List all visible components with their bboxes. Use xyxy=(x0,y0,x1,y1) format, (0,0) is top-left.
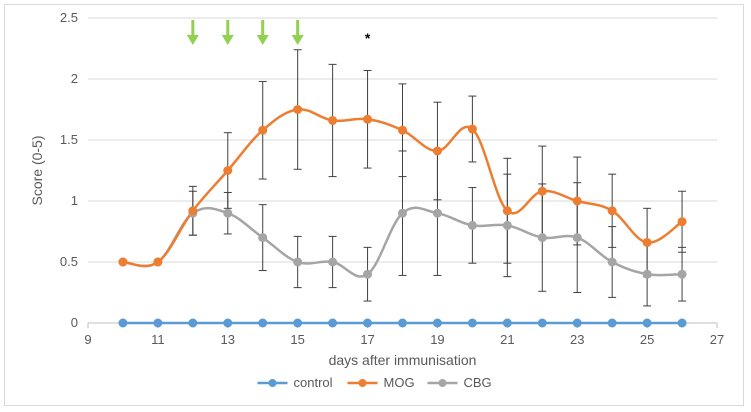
data-point-control xyxy=(258,318,268,328)
data-point-control xyxy=(118,318,128,328)
x-tick-label: 9 xyxy=(84,332,91,347)
data-point-control xyxy=(642,318,652,328)
data-point-control xyxy=(677,318,687,328)
y-tick-label: 1.5 xyxy=(60,132,78,147)
data-point-control xyxy=(188,318,198,328)
treatment-arrow-head xyxy=(256,35,269,45)
data-point-CBG xyxy=(328,257,338,267)
data-point-CBG xyxy=(537,233,547,243)
x-tick-label: 11 xyxy=(151,332,165,347)
y-tick-label: 2 xyxy=(71,71,78,86)
data-point-CBG xyxy=(258,233,268,243)
treatment-arrow-head xyxy=(221,35,234,45)
data-point-MOG xyxy=(153,257,163,267)
legend-marker-MOG xyxy=(358,379,367,387)
data-point-MOG xyxy=(572,196,582,206)
error-bars xyxy=(188,49,687,307)
data-point-control xyxy=(432,318,442,328)
x-tick-label: 27 xyxy=(710,332,724,347)
data-point-CBG xyxy=(572,233,582,243)
data-point-control xyxy=(607,318,617,328)
x-tick-label: 17 xyxy=(360,332,374,347)
data-point-CBG xyxy=(223,208,233,218)
data-point-control xyxy=(328,318,338,328)
data-point-control xyxy=(363,318,373,328)
data-point-CBG xyxy=(677,269,687,279)
y-axis-title: Score (0-5) xyxy=(29,135,45,205)
data-point-CBG xyxy=(432,208,442,218)
legend-label-control: control xyxy=(294,375,333,390)
x-tick-label: 13 xyxy=(221,332,235,347)
x-tick-label: 15 xyxy=(290,332,304,347)
x-axis-title: days after immunisation xyxy=(329,352,477,368)
x-tick-label: 19 xyxy=(430,332,444,347)
data-point-MOG xyxy=(607,206,617,216)
data-point-CBG xyxy=(467,220,477,230)
x-tick-label: 25 xyxy=(640,332,654,347)
data-point-MOG xyxy=(677,217,687,227)
data-point-MOG xyxy=(118,257,128,267)
y-tick-label: 2.5 xyxy=(60,10,78,25)
data-point-MOG xyxy=(328,115,338,125)
data-point-CBG xyxy=(607,257,617,267)
data-point-control xyxy=(572,318,582,328)
axes: 0 0.5 1 1.5 2 2.5 9 11 13 15 17 19 21 23 25 27 xyxy=(60,10,724,347)
data-point-MOG xyxy=(363,114,373,124)
legend-label-CBG: CBG xyxy=(464,375,492,390)
y-tick-label: 0 xyxy=(71,315,78,330)
data-point-control xyxy=(398,318,407,328)
x-tick-label: 21 xyxy=(500,332,514,347)
data-point-MOG xyxy=(258,125,268,135)
data-point-MOG xyxy=(537,186,547,196)
data-point-MOG xyxy=(293,105,303,114)
legend-marker-control xyxy=(268,379,277,387)
legend-label-MOG: MOG xyxy=(384,375,415,390)
data-point-MOG xyxy=(398,125,407,135)
data-point-CBG xyxy=(642,269,652,279)
data-point-MOG xyxy=(642,237,652,247)
data-point-MOG xyxy=(188,206,198,216)
data-point-CBG xyxy=(398,208,407,218)
treatment-arrow-head xyxy=(291,35,304,45)
data-point-control xyxy=(467,318,477,328)
significance-asterisk: * xyxy=(365,30,371,46)
data-point-control xyxy=(502,318,512,328)
data-point-CBG xyxy=(502,220,512,230)
data-point-MOG xyxy=(223,166,233,175)
treatment-arrow-head xyxy=(186,35,199,45)
data-point-MOG xyxy=(467,124,477,134)
treatment-arrows xyxy=(186,20,304,45)
data-points xyxy=(118,105,687,328)
chart-frame xyxy=(4,4,744,406)
data-point-control xyxy=(537,318,547,328)
legend: control MOG CBG xyxy=(257,375,492,390)
data-point-control xyxy=(293,318,303,328)
data-point-control xyxy=(153,318,163,328)
data-point-MOG xyxy=(502,206,512,216)
data-point-CBG xyxy=(293,257,303,267)
x-tick-label: 23 xyxy=(570,332,584,347)
legend-marker-CBG xyxy=(438,379,447,387)
data-point-control xyxy=(223,318,233,328)
data-point-MOG xyxy=(432,146,442,156)
y-tick-label: 1 xyxy=(71,193,78,208)
y-tick-label: 0.5 xyxy=(60,254,78,269)
data-point-CBG xyxy=(363,269,373,279)
